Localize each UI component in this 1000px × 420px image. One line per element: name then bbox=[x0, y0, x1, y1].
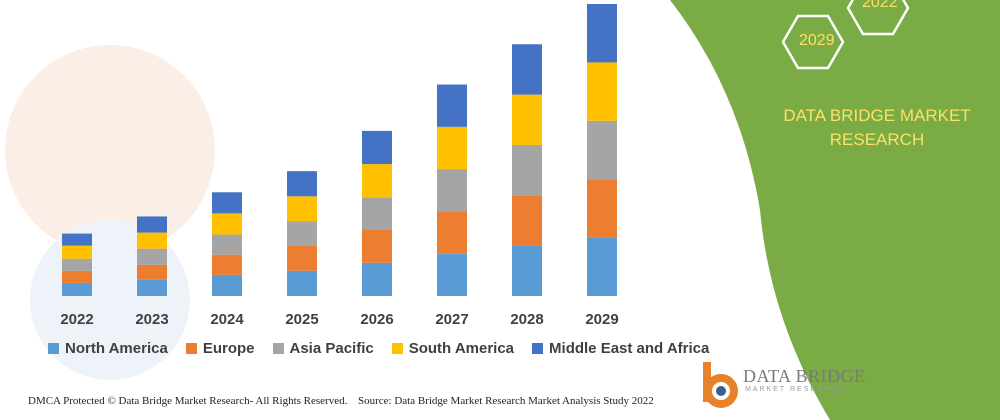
x-tick-label: 2028 bbox=[510, 311, 543, 328]
hexagon-label-top: 2022 bbox=[862, 0, 898, 11]
bar-segment bbox=[212, 234, 242, 255]
bar-segment bbox=[62, 270, 92, 283]
logo-name: DATA BRIDGE bbox=[743, 366, 866, 386]
bar-segment bbox=[137, 279, 167, 296]
bar-segment bbox=[212, 254, 242, 275]
chart-legend: North America Europe Asia Pacific South … bbox=[48, 340, 709, 357]
legend-item: Asia Pacific bbox=[272, 340, 374, 357]
bar-segment bbox=[137, 264, 167, 280]
brand-text: DATA BRIDGE MARKET RESEARCH bbox=[772, 104, 982, 152]
bar-segment bbox=[512, 44, 542, 95]
bar-segment bbox=[362, 164, 392, 198]
legend-item: Middle East and Africa bbox=[532, 340, 709, 357]
x-tick-label: 2023 bbox=[135, 311, 168, 328]
bar-segment bbox=[362, 262, 392, 296]
bar-segment bbox=[287, 270, 317, 296]
bar-segment bbox=[587, 120, 617, 180]
hexagon-label-bottom: 2029 bbox=[799, 32, 835, 49]
bar-segment bbox=[287, 245, 317, 271]
footer-copyright: DMCA Protected © Data Bridge Market Rese… bbox=[28, 395, 348, 407]
x-tick-label: 2029 bbox=[585, 311, 618, 328]
bar-segment bbox=[62, 233, 92, 246]
logo-icon bbox=[703, 362, 738, 408]
brand-line-1: DATA BRIDGE MARKET bbox=[783, 106, 971, 125]
bar-segment bbox=[587, 4, 617, 63]
legend-item: North America bbox=[48, 340, 168, 357]
bar-segment bbox=[437, 169, 467, 212]
bar-segment bbox=[287, 221, 317, 246]
legend-label: Middle East and Africa bbox=[549, 340, 710, 357]
legend-label: Europe bbox=[202, 340, 255, 357]
bar-segment bbox=[362, 229, 392, 263]
x-tick-label: 2024 bbox=[210, 311, 244, 328]
x-tick-label: 2025 bbox=[285, 311, 318, 328]
x-tick-label: 2027 bbox=[435, 311, 468, 328]
bar-segment bbox=[62, 245, 92, 259]
legend-swatch bbox=[272, 343, 284, 354]
bar-segment bbox=[212, 192, 242, 214]
legend-label: Asia Pacific bbox=[289, 340, 374, 357]
legend-label: North America bbox=[65, 340, 168, 357]
bar-segment bbox=[512, 245, 542, 296]
x-tick-label: 2026 bbox=[360, 311, 393, 328]
bar-segment bbox=[362, 130, 392, 165]
x-tick-label: 2022 bbox=[60, 311, 93, 328]
legend-label: South America bbox=[408, 340, 515, 357]
bar-segment bbox=[137, 248, 167, 265]
bar-segment bbox=[587, 62, 617, 121]
legend-swatch bbox=[532, 343, 544, 354]
bar-segment bbox=[512, 195, 542, 246]
legend-item: South America bbox=[391, 340, 515, 357]
bar-segment bbox=[62, 258, 92, 271]
bar-segment bbox=[437, 126, 467, 170]
bar-segment bbox=[212, 213, 242, 235]
bar-segment bbox=[137, 216, 167, 233]
hexagon-2022 bbox=[846, 0, 910, 36]
bar-segment bbox=[287, 171, 317, 197]
green-panel bbox=[670, 0, 1000, 420]
brand-line-2: RESEARCH bbox=[829, 130, 925, 149]
bar-segment bbox=[287, 196, 317, 222]
bar-segment bbox=[437, 253, 467, 296]
bar-segment bbox=[362, 197, 392, 230]
bar-segment bbox=[587, 237, 617, 296]
legend-swatch bbox=[391, 343, 403, 354]
bar-segment bbox=[587, 179, 617, 238]
bar-segment bbox=[437, 84, 467, 127]
bar-segment bbox=[62, 282, 92, 296]
hexagon-2029 bbox=[781, 14, 845, 70]
logo-tagline: MARKET RESEARCH bbox=[745, 386, 845, 393]
bar-segment bbox=[137, 232, 167, 249]
footer-source: Source: Data Bridge Market Research Mark… bbox=[358, 395, 654, 407]
bar-segment bbox=[512, 94, 542, 145]
watermark-circle bbox=[5, 45, 215, 255]
bar-segment bbox=[512, 144, 542, 196]
bar-segment bbox=[437, 211, 467, 254]
legend-swatch bbox=[185, 343, 197, 354]
legend-swatch bbox=[48, 343, 59, 354]
bar-segment bbox=[212, 274, 242, 296]
legend-item: Europe bbox=[185, 340, 255, 357]
